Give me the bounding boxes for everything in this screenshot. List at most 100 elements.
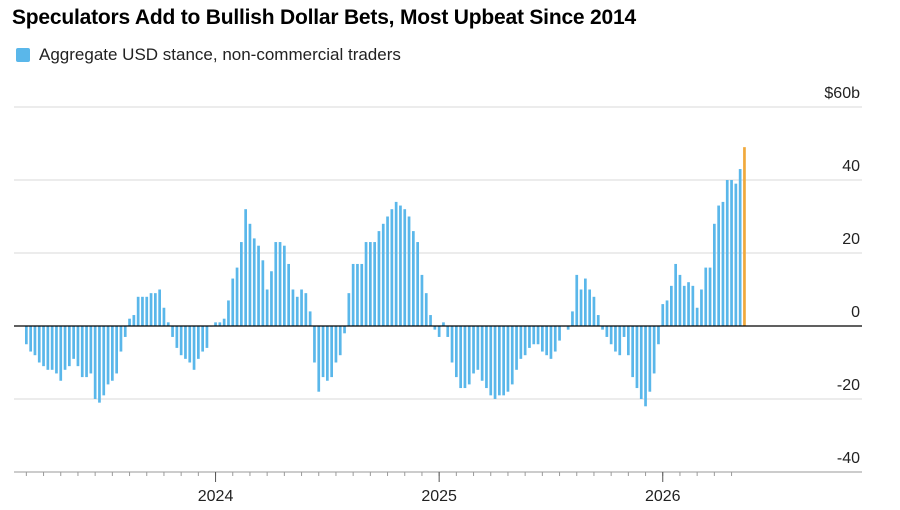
- bar: [644, 326, 647, 407]
- bar: [158, 289, 161, 326]
- bar: [635, 326, 639, 389]
- bar: [63, 326, 67, 370]
- y-tick-label: -40: [837, 450, 860, 467]
- bar: [463, 326, 467, 389]
- bar: [390, 209, 394, 326]
- bar: [730, 180, 733, 326]
- bar: [72, 326, 75, 359]
- bar: [25, 326, 28, 345]
- bar: [360, 263, 364, 326]
- bar: [738, 169, 742, 326]
- bar: [248, 223, 252, 326]
- bar: [76, 326, 80, 367]
- bars: [25, 147, 746, 407]
- bar: [614, 326, 617, 352]
- bar: [369, 242, 372, 326]
- bar: [171, 326, 174, 337]
- bar: [274, 242, 278, 326]
- bar: [89, 326, 93, 374]
- bar: [609, 326, 613, 345]
- bar: [300, 289, 303, 326]
- bar: [704, 267, 708, 326]
- bar: [485, 326, 488, 389]
- bar: [510, 326, 514, 385]
- bar: [566, 326, 570, 330]
- bar: [627, 326, 630, 356]
- bar: [416, 242, 419, 326]
- legend-label: Aggregate USD stance, non-commercial tra…: [39, 45, 401, 64]
- bar: [429, 315, 432, 326]
- bar: [412, 231, 415, 326]
- x-tick-label: 2024: [198, 488, 234, 505]
- bar: [652, 326, 656, 374]
- bar: [145, 296, 149, 326]
- bar: [446, 326, 450, 337]
- bar: [59, 326, 63, 381]
- bar: [326, 326, 329, 381]
- chart-title: Speculators Add to Bullish Dollar Bets, …: [12, 6, 636, 29]
- bar: [467, 326, 471, 385]
- bar: [184, 326, 187, 359]
- bar: [85, 326, 88, 378]
- bar: [502, 326, 505, 396]
- bar: [605, 326, 609, 337]
- bar: [472, 326, 475, 374]
- bar: [579, 289, 583, 326]
- bar: [235, 267, 239, 326]
- bar: [437, 326, 441, 337]
- bar: [403, 209, 407, 326]
- bar: [136, 296, 140, 326]
- bar: [33, 326, 37, 356]
- bar: [687, 282, 690, 326]
- bar: [596, 315, 600, 326]
- bar: [205, 326, 209, 348]
- bar: [407, 216, 411, 326]
- bar: [162, 307, 166, 326]
- bar: [588, 289, 591, 326]
- bar: [278, 242, 282, 326]
- y-tick-label: 40: [842, 158, 860, 175]
- bar: [201, 326, 204, 352]
- bar: [218, 322, 222, 326]
- bar: [678, 274, 682, 326]
- bar: [592, 296, 596, 326]
- bar: [132, 315, 136, 326]
- bar: [343, 326, 346, 334]
- bar: [523, 326, 527, 356]
- bar: [476, 326, 480, 370]
- axes: $60b 40 20 0 -20 -40 2024 2025 2026: [14, 85, 862, 505]
- bar: [639, 326, 643, 399]
- bar-latest: [743, 147, 746, 326]
- bar: [166, 322, 170, 326]
- bar: [149, 293, 153, 326]
- bar: [558, 326, 561, 341]
- bar: [102, 326, 106, 396]
- bar: [55, 326, 58, 374]
- bar: [493, 326, 497, 399]
- bar: [420, 274, 424, 326]
- bar: [80, 326, 84, 378]
- bar: [618, 326, 622, 356]
- bar: [545, 326, 548, 356]
- bar: [270, 271, 273, 326]
- bar: [304, 293, 308, 326]
- bar: [519, 326, 523, 359]
- bar: [261, 260, 265, 326]
- bar: [334, 326, 338, 363]
- bar: [394, 201, 398, 326]
- bar: [734, 183, 738, 326]
- bar: [691, 285, 695, 326]
- bar: [141, 296, 144, 326]
- bar: [115, 326, 118, 374]
- bar: [377, 231, 381, 326]
- bar: [373, 242, 376, 326]
- y-tick-label: 0: [851, 304, 860, 321]
- y-tick-label: -20: [837, 377, 860, 394]
- bar: [670, 285, 673, 326]
- bar: [575, 274, 579, 326]
- bar: [287, 263, 290, 326]
- bar: [648, 326, 652, 392]
- bar: [433, 326, 437, 330]
- bar: [317, 326, 321, 392]
